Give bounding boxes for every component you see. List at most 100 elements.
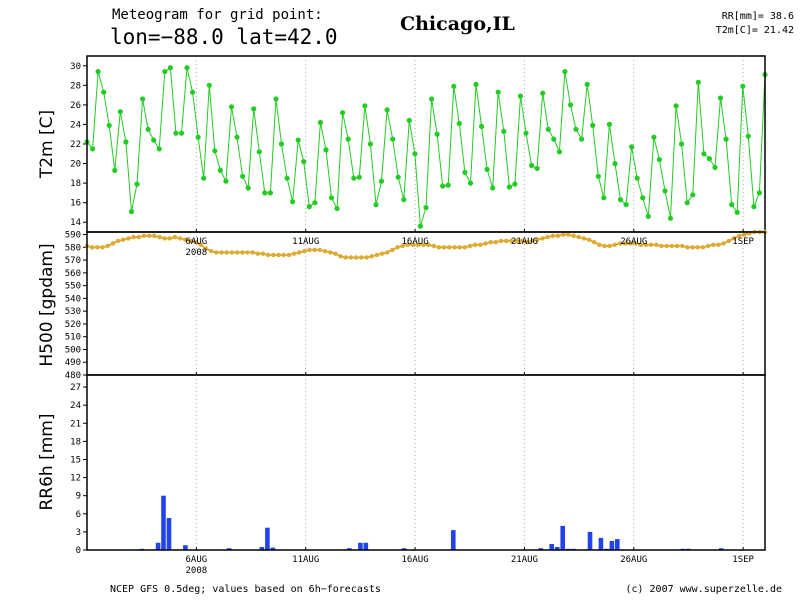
h500-point (674, 243, 680, 249)
h500-point (550, 233, 555, 238)
y-tick-label: 550 (65, 282, 81, 292)
h500-point (328, 250, 333, 255)
t2m-point (323, 147, 329, 153)
h500-point (317, 247, 323, 253)
h500-point (447, 245, 452, 250)
rr6h-bar (155, 542, 161, 550)
x-tick-label: 1SEP (732, 555, 754, 565)
t2m-point (462, 169, 468, 175)
h500-point (607, 243, 612, 249)
h500-point (416, 242, 421, 247)
t2m-point (151, 137, 157, 143)
h500-point (250, 250, 255, 255)
t2m-point (756, 190, 763, 196)
rr6h-bar (166, 518, 172, 550)
t2m-point (506, 184, 512, 190)
h500-point (364, 255, 369, 260)
h500-point (379, 251, 385, 256)
x-tick-label: 6AUG (186, 555, 208, 565)
y-tick-label: 490 (65, 358, 81, 368)
t2m-point (723, 136, 729, 142)
t2m-point (434, 131, 440, 137)
t2m-point (101, 89, 107, 95)
h500-point (214, 250, 219, 255)
x-tick-label: 1SEP (732, 237, 754, 247)
t2m-point (640, 195, 646, 201)
t2m-point (362, 103, 368, 109)
t2m-point (679, 141, 685, 147)
rr6h-bar (401, 548, 407, 550)
h500-point (395, 245, 400, 250)
t2m-point (167, 65, 173, 71)
t2m-point (717, 95, 724, 101)
t2m-point (445, 182, 451, 188)
h500-point (188, 238, 193, 244)
h500-point (498, 238, 504, 244)
y-axis-title: H500 [gpdam] (37, 243, 57, 366)
data-source-note: NCEP GFS 0.5deg; values based on 6h−fore… (110, 584, 381, 595)
t2m-point (156, 146, 162, 152)
t2m-point (134, 181, 140, 187)
h500-point (561, 232, 566, 237)
y-tick-label: 30 (70, 62, 81, 72)
h500-point (555, 233, 561, 238)
y-tick-label: 3 (76, 528, 81, 538)
t2m-point (90, 146, 96, 152)
h500-point (431, 243, 436, 249)
copyright-note: (c) 2007 www.superzelle.de (625, 584, 782, 595)
h500-point (121, 237, 126, 242)
t2m-point (645, 213, 651, 219)
y-tick-label: 12 (70, 474, 81, 484)
t2m-point (562, 69, 568, 75)
t2m-point (234, 134, 240, 140)
x-year-label: 2008 (186, 566, 208, 576)
t2m-point (490, 185, 496, 191)
y-tick-label: 6 (76, 510, 81, 520)
x-tick-label: 21AUG (511, 237, 538, 247)
t2m-point (412, 151, 418, 157)
y-axis-title: T2m [C] (37, 110, 57, 179)
t2m-point (373, 202, 379, 208)
t2m-point (112, 167, 118, 173)
y-tick-label: 15 (70, 455, 81, 465)
y-tick-label: 24 (70, 401, 81, 411)
h500-point (276, 252, 281, 258)
h500-point (711, 242, 716, 247)
rr6h-bar (265, 527, 270, 550)
t2m-point (467, 180, 474, 186)
t2m-point (573, 126, 579, 132)
h500-point (338, 254, 343, 259)
h500-point (602, 243, 607, 249)
t2m-point (667, 215, 674, 221)
h500-point (441, 245, 447, 250)
t2m-point (284, 175, 290, 181)
t2m-point (734, 209, 740, 215)
t2m-point (140, 96, 146, 102)
t2m-point (106, 122, 112, 128)
h500-point (410, 242, 416, 247)
y-tick-label: 560 (65, 269, 81, 279)
t2m-point (406, 117, 412, 124)
t2m-point (629, 144, 635, 150)
h500-point (638, 242, 643, 247)
h500-point (95, 245, 100, 250)
t2m-point (228, 104, 235, 110)
t2m-point (423, 205, 429, 211)
h500-point (105, 243, 110, 249)
t2m-point (595, 173, 601, 179)
h500-point (462, 245, 467, 250)
h500-point (628, 241, 633, 246)
t2m-point (390, 136, 396, 142)
h500-point (623, 241, 628, 246)
h500-point (576, 234, 581, 240)
t2m-point (128, 208, 135, 215)
t2m-point (617, 197, 624, 203)
h500-point (286, 252, 291, 258)
t2m-point (429, 96, 435, 102)
h500-point (436, 245, 442, 250)
h500-point (271, 252, 276, 258)
t2m-point (584, 81, 590, 87)
t2m-point (695, 79, 701, 85)
h500-point (478, 242, 483, 247)
h500-point (291, 251, 297, 256)
